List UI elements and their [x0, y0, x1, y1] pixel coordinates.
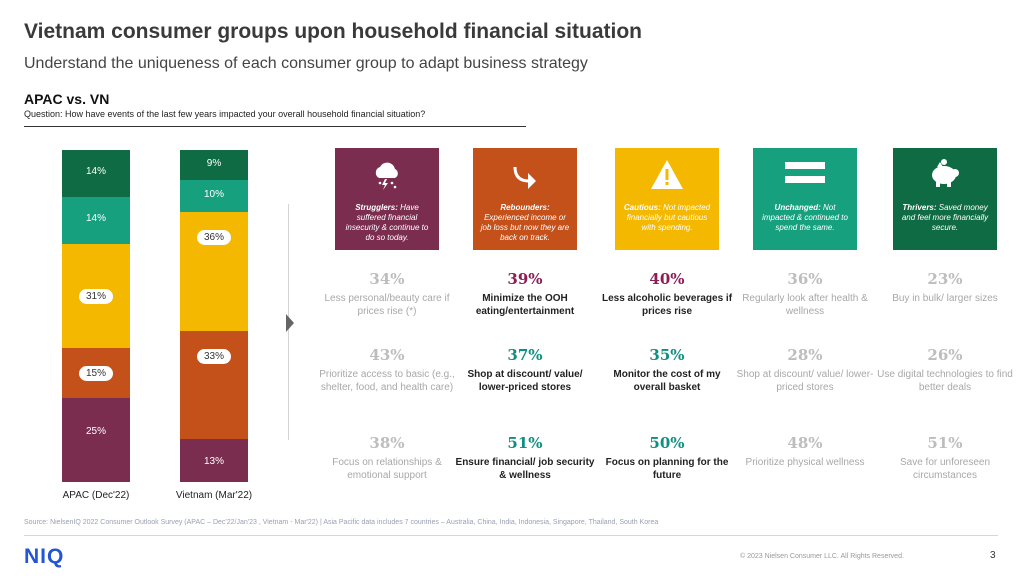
stat-percentage: 35% — [649, 346, 685, 364]
x-axis-label: APAC (Dec'22) — [62, 490, 130, 501]
stat-item: 26% Use digital technologies to find bett… — [875, 346, 1015, 394]
page-number: 3 — [990, 550, 996, 561]
stat-percentage: 26% — [927, 346, 963, 364]
data-label: 33% — [180, 348, 248, 364]
bar-segment-thrivers: 14% — [62, 150, 130, 197]
bar-segment-unchanged: 14% — [62, 196, 130, 244]
data-label: 9% — [206, 157, 222, 169]
page-subtitle: Understand the uniqueness of each consum… — [24, 55, 588, 72]
piggy-bank-icon — [893, 158, 997, 192]
stat-item: 51% Ensure financial/ job security & well… — [455, 434, 595, 482]
storm-cloud-icon — [335, 158, 439, 192]
group-card-thrivers: Thrivers: Saved money and feel more fina… — [893, 148, 997, 250]
stat-percentage: 34% — [369, 270, 405, 288]
stat-description: Less alcoholic beverages if prices rise — [601, 293, 733, 317]
group-card-unchanged: Unchanged: Not impacted & continued to s… — [753, 148, 857, 250]
bar-segment-unchanged: 10% — [180, 179, 248, 213]
bar-segment-cautious: 31% — [62, 243, 130, 348]
bar-segment-cautious: 36% — [180, 212, 248, 331]
stat-item: 51% Save for unforeseen circumstances — [875, 434, 1015, 482]
bar-segment-thrivers: 9% — [180, 150, 248, 180]
stat-item: 34% Less personal/beauty care if prices r… — [317, 270, 457, 318]
source-note: Source: NielsenIQ 2022 Consumer Outlook … — [24, 519, 659, 526]
section-heading: APAC vs. VN — [24, 91, 110, 107]
stat-description: Regularly look after health & wellness — [742, 293, 868, 317]
stat-item: 40% Less alcoholic beverages if prices ri… — [597, 270, 737, 318]
stat-percentage: 51% — [927, 434, 963, 452]
equals-icon — [753, 158, 857, 192]
stat-item: 23% Buy in bulk/ larger sizes — [875, 270, 1015, 305]
stat-item: 50% Focus on planning for the future — [597, 434, 737, 482]
stat-description: Ensure financial/ job security & wellnes… — [455, 457, 595, 481]
page-title: Vietnam consumer groups upon household f… — [24, 20, 643, 43]
warning-icon — [615, 158, 719, 192]
stat-description: Buy in bulk/ larger sizes — [892, 293, 998, 304]
footer-divider — [24, 535, 998, 536]
stat-percentage: 23% — [927, 270, 963, 288]
copyright-text: © 2023 Nielsen Consumer LLC. All Rights … — [740, 553, 904, 560]
stat-percentage: 51% — [507, 434, 543, 452]
stat-percentage: 36% — [787, 270, 823, 288]
group-description: Unchanged: Not impacted & continued to s… — [762, 203, 848, 232]
group-card-cautious: Cautious: Not impacted financially but c… — [615, 148, 719, 250]
stat-description: Prioritize physical wellness — [745, 457, 865, 468]
data-label: 14% — [85, 166, 106, 178]
stat-item: 39% Minimize the OOH eating/entertainment — [455, 270, 595, 318]
group-card-strugglers: Strugglers: Have suffered financial inse… — [335, 148, 439, 250]
x-axis-label: Vietnam (Mar'22) — [175, 490, 253, 501]
arrow-right-icon — [286, 314, 294, 332]
stat-item: 28% Shop at discount/ value/ lower-priced… — [735, 346, 875, 394]
bar-segment-strugglers: 25% — [62, 398, 130, 482]
stat-description: Shop at discount/ value/ lower-priced st… — [467, 369, 583, 393]
stat-percentage: 43% — [369, 346, 405, 364]
stat-description: Use digital technologies to find better … — [877, 369, 1013, 393]
stat-percentage: 50% — [649, 434, 685, 452]
stat-item: 38% Focus on relationships & emotional su… — [317, 434, 457, 482]
stat-percentage: 28% — [787, 346, 823, 364]
question-underline — [24, 126, 526, 127]
stat-item: 43% Prioritize access to basic (e.g., she… — [317, 346, 457, 394]
stat-item: 37% Shop at discount/ value/ lower-priced… — [455, 346, 595, 394]
rebound-arrow-icon — [473, 158, 577, 192]
data-label: 15% — [62, 365, 130, 381]
stat-description: Focus on relationships & emotional suppo… — [332, 457, 442, 481]
stat-percentage: 40% — [649, 270, 685, 288]
group-description: Cautious: Not impacted financially but c… — [623, 203, 711, 232]
bar-segment-rebounders: 15% — [62, 347, 130, 399]
stat-item: 48% Prioritize physical wellness — [735, 434, 875, 469]
group-description: Rebounders: Experienced income or job lo… — [480, 203, 570, 242]
stat-description: Focus on planning for the future — [605, 457, 729, 481]
data-label: 13% — [203, 455, 224, 467]
stat-description: Less personal/beauty care if prices rise… — [324, 293, 450, 317]
niq-logo: NIQ — [24, 545, 65, 568]
stat-description: Monitor the cost of my overall basket — [613, 369, 721, 393]
data-label: 10% — [203, 189, 224, 200]
stat-description: Save for unforeseen circumstances — [899, 457, 991, 481]
group-description: Thrivers: Saved money and feel more fina… — [901, 203, 989, 232]
bar-segment-rebounders: 33% — [180, 330, 248, 440]
survey-question: Question: How have events of the last fe… — [24, 109, 426, 119]
stat-item: 36% Regularly look after health & wellnes… — [735, 270, 875, 318]
stat-percentage: 48% — [787, 434, 823, 452]
stat-percentage: 37% — [507, 346, 543, 364]
stat-description: Prioritize access to basic (e.g., shelte… — [319, 369, 455, 393]
bar-segment-strugglers: 13% — [180, 439, 248, 482]
data-label: 25% — [85, 426, 106, 438]
data-label: 31% — [62, 288, 130, 304]
stat-percentage: 38% — [369, 434, 405, 452]
data-label: 14% — [85, 213, 106, 225]
data-label: 36% — [180, 230, 248, 246]
stat-description: Shop at discount/ value/ lower-priced st… — [736, 369, 874, 393]
stat-percentage: 39% — [507, 270, 543, 288]
stat-item: 35% Monitor the cost of my overall basket — [597, 346, 737, 394]
stat-description: Minimize the OOH eating/entertainment — [475, 293, 575, 317]
group-card-rebounders: Rebounders: Experienced income or job lo… — [473, 148, 577, 250]
group-description: Strugglers: Have suffered financial inse… — [345, 203, 429, 242]
